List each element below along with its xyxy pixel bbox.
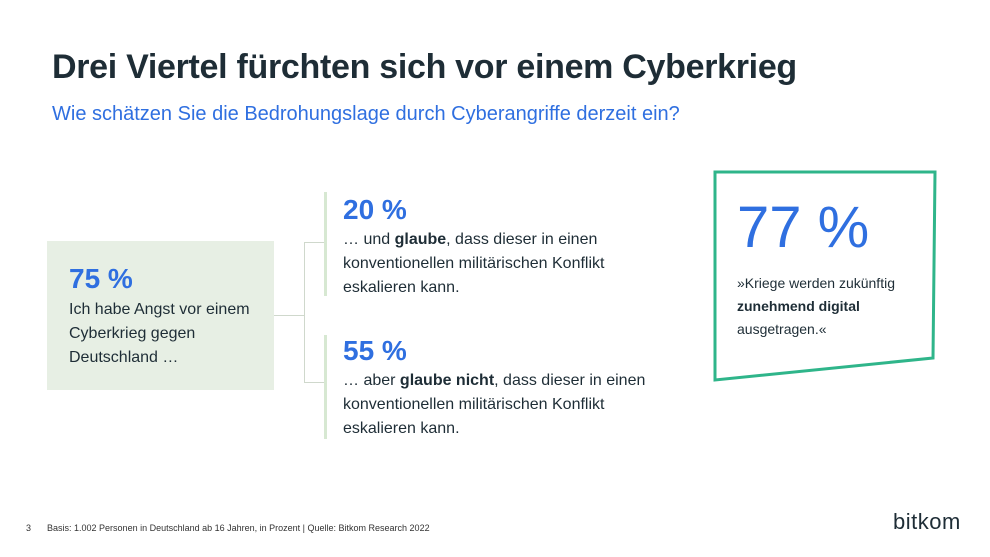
believe-text: … und glaube, dass dieser in einen konve… [343, 231, 605, 296]
not-believe-emphasis: glaube nicht [399, 372, 495, 389]
fear-percent: 75 % [69, 263, 133, 294]
stat-not-believe: 55 % … aber glaube nicht, dass dieser in… [343, 335, 673, 441]
page-title: Drei Viertel fürchten sich vor einem Cyb… [52, 48, 797, 86]
bitkom-logo: bitkom [893, 509, 961, 534]
stat-believe: 20 % … und glaube, dass dieser in einen … [343, 194, 673, 300]
page-number: 3 [26, 523, 32, 533]
quote-text: »Kriege werden zukünftig zunehmend digit… [737, 275, 895, 337]
connector-top [304, 242, 324, 243]
fear-box: 75 % Ich habe Angst vor einem Cyberkrieg… [47, 241, 274, 390]
accent-bar-bottom [324, 335, 327, 439]
accent-bar-top [324, 192, 327, 296]
quote-emphasis: zunehmend digital [737, 298, 860, 314]
fear-text: Ich habe Angst vor einem Cyberkrieg gege… [69, 301, 250, 366]
believe-percent: 20 % [343, 194, 407, 225]
believe-emphasis: glaube [394, 231, 447, 248]
not-believe-text: … aber glaube nicht, dass dieser in eine… [343, 372, 646, 437]
connector-bottom [304, 382, 324, 383]
page-subtitle: Wie schätzen Sie die Bedrohungslage durc… [52, 103, 680, 125]
quote-frame [713, 170, 937, 382]
connector-vertical [304, 242, 305, 382]
connector-horizontal [274, 315, 304, 316]
not-believe-percent: 55 % [343, 335, 407, 366]
quote-percent: 77 % [737, 195, 870, 260]
footer-source: 3 Basis: 1.002 Personen in Deutschland ab… [26, 523, 430, 533]
source-text: Basis: 1.002 Personen in Deutschland ab … [47, 523, 430, 533]
